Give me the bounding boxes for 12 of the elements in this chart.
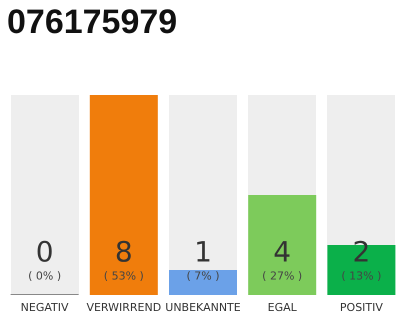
x-tick-label: VERWIRREND: [86, 301, 162, 314]
data-label: 1 ( 7% ): [186, 236, 220, 282]
x-tick-label: UNBEKANNTE: [165, 301, 241, 314]
data-label: 8 ( 53% ): [104, 236, 144, 282]
x-tick-label: EGAL: [268, 301, 298, 314]
bar: [169, 270, 237, 295]
x-tick-label: POSITIV: [340, 301, 384, 314]
data-label: 0 ( 0% ): [28, 236, 62, 282]
data-label: 4 ( 27% ): [262, 236, 302, 282]
data-label: 2 ( 13% ): [341, 236, 382, 282]
chart-title: 076175979: [7, 3, 178, 41]
x-tick-label: NEGATIV: [20, 301, 69, 314]
